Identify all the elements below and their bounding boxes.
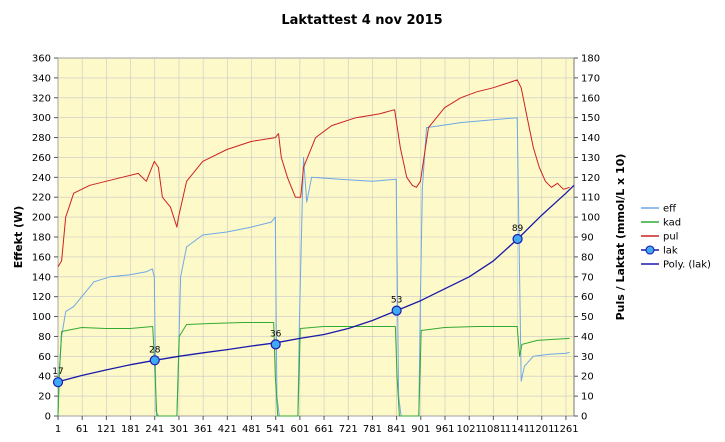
x-tick-label: 1201 <box>529 424 554 435</box>
y2-tick-label: 80 <box>581 252 594 263</box>
series-group: 17 28 36 53 89 <box>52 79 575 417</box>
legend: eff kad pul lak Poly. (lak) <box>641 204 711 271</box>
chart-title: Laktattest 4 nov 2015 <box>281 13 442 28</box>
series-line-pul <box>57 79 570 268</box>
y-tick-label: 20 <box>38 392 51 403</box>
legend-label-kad: kad <box>663 218 681 229</box>
x-tick-label: 241 <box>145 424 164 435</box>
y-tick-label: 320 <box>32 93 51 104</box>
y-tick-label: 340 <box>32 73 51 84</box>
x-tick-label: 61 <box>76 424 89 435</box>
legend-marker-lak <box>645 245 655 255</box>
y2-tick-label: 160 <box>581 93 600 104</box>
x-tick-label: 481 <box>242 424 261 435</box>
lak-data-label: 17 <box>52 367 63 377</box>
y2-axis-label: Puls / Laktat (mmol/L x 10) <box>614 154 627 321</box>
x-tick-label: 661 <box>315 424 334 435</box>
x-tick-label: 841 <box>387 424 406 435</box>
y-tick-label: 260 <box>32 153 51 164</box>
y-tick-label: 80 <box>38 332 51 343</box>
x-tick-label: 421 <box>218 424 237 435</box>
lak-point <box>149 355 160 366</box>
y2-tick-label: 110 <box>581 193 600 204</box>
y2-tick-label: 170 <box>581 73 600 84</box>
x-tick-label: 181 <box>121 424 140 435</box>
y2-tick-label: 150 <box>581 113 600 124</box>
y2-tick-label: 180 <box>581 54 600 65</box>
y-tick-label: 280 <box>32 133 51 144</box>
legend-label-poly-lak: Poly. (lak) <box>663 260 711 271</box>
y2-tick-label: 40 <box>581 332 594 343</box>
lak-data-label: 89 <box>512 224 524 234</box>
y2-tick-label: 30 <box>581 352 594 363</box>
y2-tick-label: 10 <box>581 392 594 403</box>
lak-point <box>270 339 281 350</box>
y2-tick-label: 120 <box>581 173 600 184</box>
y-tick-label: 300 <box>32 113 51 124</box>
legend-label-eff: eff <box>663 204 677 215</box>
lak-data-label: 28 <box>149 345 161 355</box>
y-tick-label: 240 <box>32 173 51 184</box>
lak-point <box>512 233 523 245</box>
x-tick-label: 541 <box>266 424 285 435</box>
legend-label-pul: pul <box>663 232 678 243</box>
lak-data-label: 53 <box>391 296 402 306</box>
y-tick-label: 120 <box>32 292 51 303</box>
y-axis-left: 0 20 40 60 80 100 120 140 160 180 200 220 240 260 280 3… <box>32 54 58 423</box>
y2-tick-label: 50 <box>581 312 594 323</box>
y-tick-label: 140 <box>32 272 51 283</box>
series-line-poly-lak <box>57 184 575 383</box>
x-tick-label: 1081 <box>481 424 506 435</box>
x-tick-label: 121 <box>97 424 116 435</box>
y-tick-label: 200 <box>32 213 51 224</box>
y2-tick-label: 100 <box>581 213 600 224</box>
x-tick-label: 301 <box>169 424 188 435</box>
y2-tick-label: 70 <box>581 272 594 283</box>
y-axis-label: Effekt (W) <box>12 206 25 268</box>
y2-tick-label: 0 <box>581 412 587 423</box>
x-tick-label: 901 <box>411 424 430 435</box>
y-tick-label: 0 <box>45 412 51 423</box>
lak-point <box>391 305 402 316</box>
series-line-kad <box>57 322 570 417</box>
x-tick-label: 361 <box>194 424 213 435</box>
y-tick-label: 60 <box>38 352 51 363</box>
y2-tick-label: 130 <box>581 153 600 164</box>
y-tick-label: 100 <box>32 312 51 323</box>
lak-data-label: 36 <box>270 329 282 339</box>
x-tick-label: 961 <box>435 424 454 435</box>
y-axis-right: 0 10 20 30 40 50 60 70 80 90 100 110 120 130 140 150 160… <box>574 54 600 423</box>
y2-tick-label: 140 <box>581 133 600 144</box>
x-tick-label: 1021 <box>456 424 481 435</box>
x-tick-label: 1 <box>55 424 61 435</box>
y-tick-label: 220 <box>32 193 51 204</box>
y-tick-label: 180 <box>32 233 51 244</box>
x-axis: 1 61 121 181 241 301 361 421 481 541 601 661 721 781 8… <box>55 416 579 435</box>
y-tick-label: 40 <box>38 372 51 383</box>
y-tick-label: 160 <box>32 252 51 263</box>
y2-tick-label: 90 <box>581 233 594 244</box>
x-tick-label: 781 <box>363 424 382 435</box>
legend-label-lak: lak <box>663 246 678 257</box>
y2-tick-label: 20 <box>581 372 594 383</box>
x-tick-label: 601 <box>290 424 309 435</box>
x-tick-label: 1261 <box>553 424 578 435</box>
lak-point <box>52 377 64 388</box>
y2-tick-label: 60 <box>581 292 594 303</box>
x-tick-label: 1141 <box>505 424 530 435</box>
x-tick-label: 721 <box>339 424 358 435</box>
y-tick-label: 360 <box>32 54 51 65</box>
